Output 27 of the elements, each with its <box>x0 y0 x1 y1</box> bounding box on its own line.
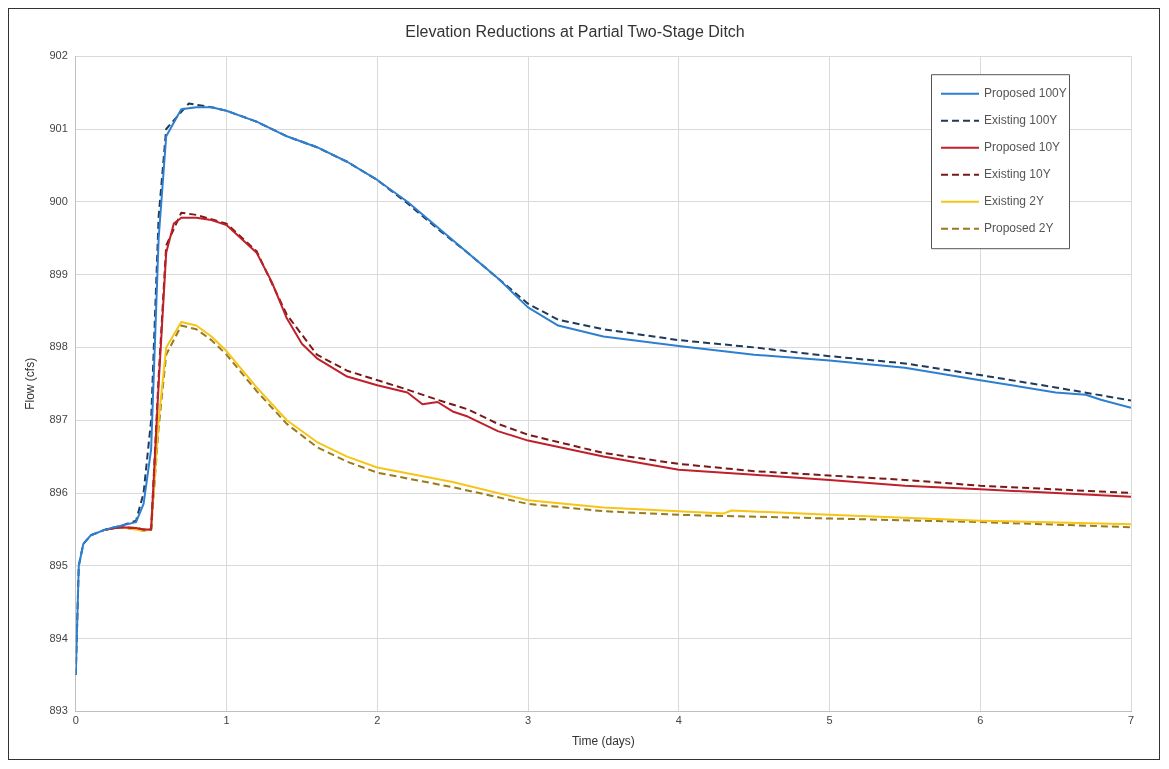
y-tick-label: 901 <box>49 122 68 135</box>
y-axis-title: Flow (cfs) <box>22 357 37 410</box>
y-tick-label: 899 <box>49 267 68 280</box>
x-tick-label: 3 <box>524 714 532 727</box>
x-tick-label: 1 <box>223 714 230 727</box>
legend-label: Existing 2Y <box>984 194 1045 209</box>
x-tick-label: 5 <box>826 714 833 727</box>
x-tick-label: 0 <box>72 714 79 727</box>
chart-title: Elevation Reductions at Partial Two-Stage Ditch <box>405 23 745 41</box>
legend-label: Proposed 10Y <box>984 140 1061 155</box>
y-tick-label: 893 <box>49 704 68 717</box>
y-tick-label: 897 <box>49 413 68 426</box>
legend-label: Proposed 2Y <box>984 221 1054 236</box>
x-tick-label: 7 <box>1127 714 1135 727</box>
x-tick-label: 2 <box>374 714 381 727</box>
y-tick-label: 895 <box>49 558 68 571</box>
y-tick-label: 894 <box>49 631 68 644</box>
x-tick-label: 4 <box>675 714 682 727</box>
y-tick-label: 898 <box>49 340 68 353</box>
x-axis-title: Time (days) <box>571 734 635 749</box>
x-tick-label: 6 <box>977 714 984 727</box>
legend-label: Existing 10Y <box>984 167 1051 182</box>
legend-label: Existing 100Y <box>984 113 1058 128</box>
y-tick-label: 896 <box>49 486 68 499</box>
y-tick-label: 900 <box>49 194 68 207</box>
legend-label: Proposed 100Y <box>984 86 1067 101</box>
y-tick-label: 902 <box>49 49 68 62</box>
